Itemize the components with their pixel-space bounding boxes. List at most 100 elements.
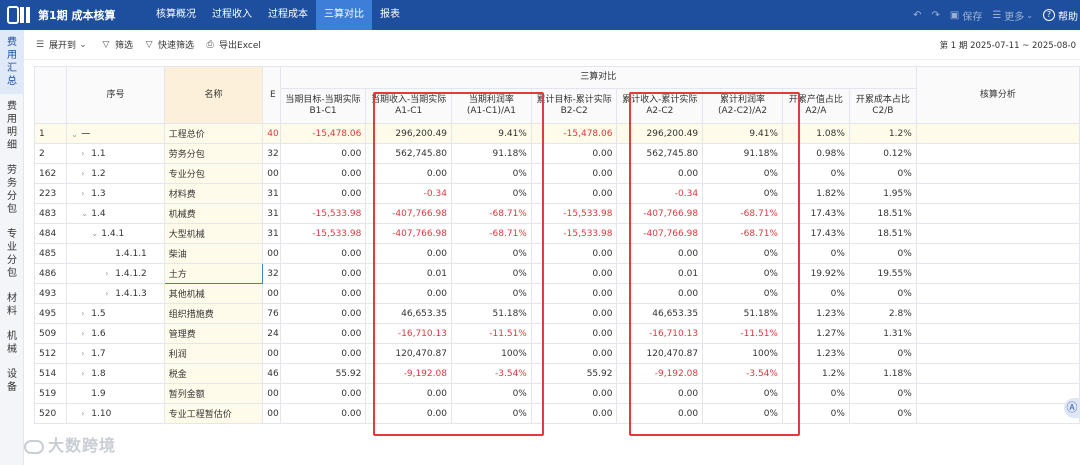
expand-toggle-icon[interactable]: › xyxy=(81,188,85,198)
row-analysis[interactable] xyxy=(915,363,1080,384)
expand-toggle-icon[interactable]: › xyxy=(105,288,109,298)
collapse-toggle-icon[interactable]: ⌄ xyxy=(91,228,98,238)
collapse-toggle-icon[interactable]: ⌄ xyxy=(81,208,88,218)
expand-toggle-icon[interactable]: › xyxy=(81,368,85,378)
save-button[interactable]: ▣ 保存 xyxy=(950,8,982,23)
table-row[interactable]: 486 › 1.4.1.2 土方 32 0.00 0.01 0% 0.00 0.01 0% 19.92… xyxy=(34,263,1080,284)
header-c7[interactable]: 开累产值占比 A2/A xyxy=(781,88,850,124)
sidebar-item-5[interactable]: 机械 xyxy=(0,324,24,362)
expand-toggle-icon[interactable]: › xyxy=(81,168,85,178)
row-name[interactable]: 土方 xyxy=(163,263,264,284)
sidebar-item-char: 费 xyxy=(7,101,17,112)
row-analysis[interactable] xyxy=(915,343,1080,364)
row-analysis[interactable] xyxy=(915,223,1080,244)
expand-toggle-icon[interactable]: › xyxy=(81,348,85,358)
row-code: › 1.1 xyxy=(66,143,165,164)
table-row[interactable]: 484 ⌄ 1.4.1 大型机械 31 -15,533.98 -407,766.98 -68.… xyxy=(34,223,1080,244)
table-row[interactable]: 223 › 1.3 材料费 31 0.00 -0.34 0% 0.00 -0.34 0% 1.82% 1… xyxy=(34,183,1080,204)
table-row[interactable]: 493 › 1.4.1.3 其他机械 00 0.00 0.00 0% 0.00 0.00 0% 0% 0… xyxy=(34,283,1080,304)
row-analysis[interactable] xyxy=(915,243,1080,264)
header-c1[interactable]: 当期目标-当期实际 B1-C1 xyxy=(279,88,367,124)
assistant-float-button[interactable]: Ⓐ xyxy=(1064,398,1080,418)
table-row[interactable]: 1 ⌄ 一工程总价 40 -15,478.06 296,200.49 9.41% -15,47… xyxy=(34,123,1080,144)
header-c8[interactable]: 开累成本占比 C2/B xyxy=(848,88,917,124)
sidebar-item-0[interactable]: 费用汇总 xyxy=(0,30,24,94)
table-row[interactable]: 514 › 1.8 税金 46 55.92 -9,192.08 -3.54% 55.92 -9,1… xyxy=(34,363,1080,384)
table-row[interactable]: 2 › 1.1 劳务分包 32 0.00 562,745.80 91.18% 0.00 562,7… xyxy=(34,143,1080,164)
row-analysis[interactable] xyxy=(915,123,1080,144)
row-analysis[interactable] xyxy=(915,323,1080,344)
row-name[interactable]: 机械费 xyxy=(163,203,264,224)
tab-process-cost[interactable]: 过程成本 xyxy=(268,9,308,20)
sidebar-item-6[interactable]: 设备 xyxy=(0,362,24,400)
sidebar-item-2[interactable]: 劳务分包 xyxy=(0,158,24,222)
collapse-toggle-icon[interactable]: ⌄ xyxy=(71,130,78,139)
row-name[interactable]: 材料费 xyxy=(163,183,264,204)
top-actions: ↶ ↷ ▣ 保存 ☰ 更多 ⌄ ? 帮助 xyxy=(913,0,1080,30)
row-name[interactable]: 劳务分包 xyxy=(163,143,264,164)
row-seq: 509 xyxy=(34,323,68,344)
row-analysis[interactable] xyxy=(915,203,1080,224)
header-c4[interactable]: 累计目标-累计实际 B2-C2 xyxy=(530,88,618,124)
table-row[interactable]: 495 › 1.5 组织措施费 76 0.00 46,653.35 51.18% 0.00 46,… xyxy=(34,303,1080,324)
row-value-c4: -15,533.98 xyxy=(530,223,618,244)
row-name[interactable]: 工程总价 xyxy=(163,123,264,144)
row-value-c4: 0.00 xyxy=(530,163,618,184)
sidebar-item-1[interactable]: 费用明细 xyxy=(0,94,24,158)
undo-button[interactable]: ↶ xyxy=(913,10,921,21)
row-value-c7: 19.92% xyxy=(781,263,850,284)
expand-to-button[interactable]: ☰ 展开到 ⌄ xyxy=(34,38,90,52)
row-analysis[interactable] xyxy=(915,163,1080,184)
row-analysis[interactable] xyxy=(915,383,1080,404)
sidebar-item-4[interactable]: 材料 xyxy=(0,286,24,324)
row-name[interactable]: 税金 xyxy=(163,363,264,384)
quick-filter-button[interactable]: ▽ 快速筛选 xyxy=(143,38,194,52)
row-name[interactable]: 大型机械 xyxy=(163,223,264,244)
header-c6[interactable]: 累计利润率 (A2-C2)/A2 xyxy=(702,88,783,124)
sidebar-item-3[interactable]: 专业分包 xyxy=(0,222,24,286)
row-analysis[interactable] xyxy=(915,263,1080,284)
header-seq[interactable]: 序号 xyxy=(66,66,165,124)
export-excel-button[interactable]: ⎙ 导出Excel xyxy=(204,38,260,52)
header-name[interactable]: 名称 xyxy=(163,66,264,124)
table-row[interactable]: 485 1.4.1.1 柴油 00 0.00 0.00 0% 0.00 0.00 0% 0% 0% xyxy=(34,243,1080,264)
table-row[interactable]: 483 ⌄ 1.4 机械费 31 -15,533.98 -407,766.98 -68.71%… xyxy=(34,203,1080,224)
row-value-c7: 0% xyxy=(781,403,850,424)
row-name[interactable]: 其他机械 xyxy=(163,283,264,304)
expand-toggle-icon[interactable]: › xyxy=(81,408,85,418)
row-analysis[interactable] xyxy=(915,283,1080,304)
redo-button[interactable]: ↷ xyxy=(931,10,939,21)
expand-toggle-icon[interactable]: › xyxy=(81,308,85,318)
expand-toggle-icon[interactable]: › xyxy=(81,148,85,158)
row-analysis[interactable] xyxy=(915,303,1080,324)
tab-process-income[interactable]: 过程收入 xyxy=(212,9,252,20)
more-button[interactable]: ☰ 更多 ⌄ xyxy=(992,8,1033,23)
tab-overview[interactable]: 核算概况 xyxy=(156,9,196,20)
help-button[interactable]: ? 帮助 xyxy=(1043,8,1078,23)
header-analysis[interactable]: 核算分析 xyxy=(915,66,1080,124)
row-analysis[interactable] xyxy=(915,183,1080,204)
table-row[interactable]: 512 › 1.7 利润 00 0.00 120,470.87 100% 0.00 120,470… xyxy=(34,343,1080,364)
header-c5[interactable]: 累计收入-累计实际 A2-C2 xyxy=(616,88,704,124)
table-row[interactable]: 520 › 1.10 专业工程暂估价 00 0.00 0.00 0% 0.00 0.00 0% 0% 0… xyxy=(34,403,1080,424)
row-name[interactable]: 利润 xyxy=(163,343,264,364)
header-c1-line2: B1-C1 xyxy=(309,106,337,116)
row-analysis[interactable] xyxy=(915,403,1080,424)
row-name[interactable]: 组织措施费 xyxy=(163,303,264,324)
table-row[interactable]: 509 › 1.6 管理费 24 0.00 -16,710.13 -11.51% 0.00 -16… xyxy=(34,323,1080,344)
expand-toggle-icon[interactable]: › xyxy=(81,328,85,338)
row-name[interactable]: 专业分包 xyxy=(163,163,264,184)
expand-toggle-icon[interactable]: › xyxy=(105,268,109,278)
row-name[interactable]: 专业工程暂估价 xyxy=(163,403,264,424)
row-name[interactable]: 暂列金额 xyxy=(163,383,264,404)
table-row[interactable]: 519 1.9 暂列金额 00 0.00 0.00 0% 0.00 0.00 0% 0% 0% xyxy=(34,383,1080,404)
filter-button[interactable]: ▽ 筛选 xyxy=(100,38,133,52)
tab-report[interactable]: 报表 xyxy=(380,9,400,20)
header-c3[interactable]: 当期利润率 (A1-C1)/A1 xyxy=(450,88,532,124)
row-analysis[interactable] xyxy=(915,143,1080,164)
row-name[interactable]: 柴油 xyxy=(163,243,264,264)
header-c2[interactable]: 当期收入-当期实际 A1-C1 xyxy=(365,88,452,124)
row-name[interactable]: 管理费 xyxy=(163,323,264,344)
table-row[interactable]: 162 › 1.2 专业分包 00 0.00 0.00 0% 0.00 0.00 0% 0% 0% xyxy=(34,163,1080,184)
tab-three-way-comparison[interactable]: 三算对比 xyxy=(316,0,372,30)
